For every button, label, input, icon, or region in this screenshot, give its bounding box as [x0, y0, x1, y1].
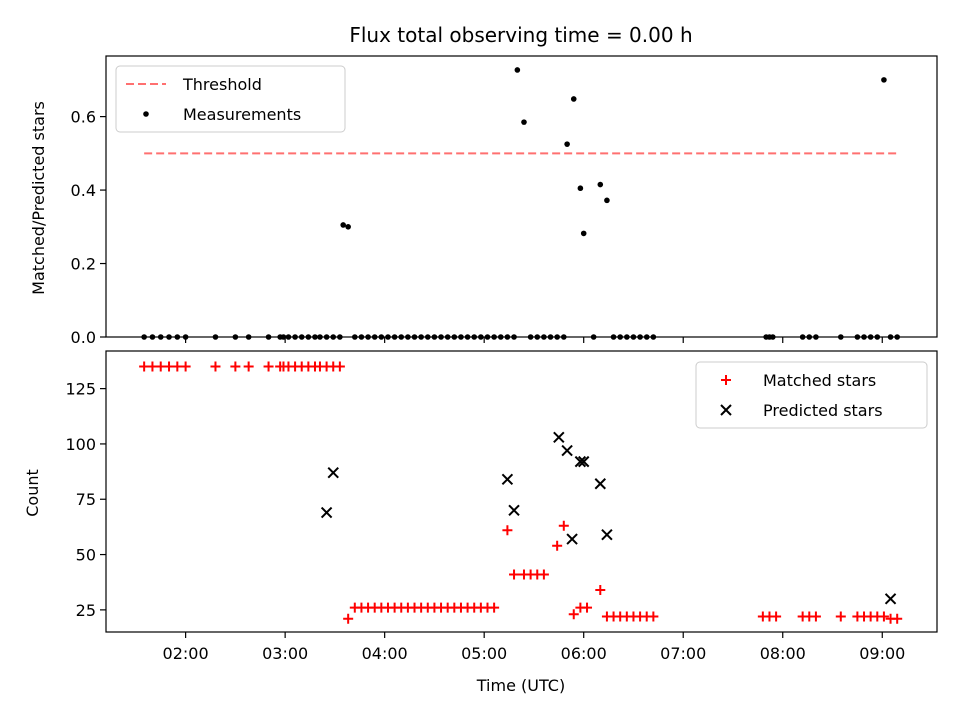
matched-stars-point [771, 611, 782, 622]
predicted-stars-point [561, 444, 573, 457]
measurement-point [580, 230, 587, 237]
legend-dot-swatch [143, 111, 149, 117]
predicted-stars-point [601, 528, 613, 541]
matched-stars-point [489, 602, 500, 613]
matched-stars-point [810, 611, 821, 622]
matched-stars-point [878, 611, 889, 622]
bottom-x-axis: 02:00 03:00 04:00 05:00 06:00 07:00 08:00 09:00 [163, 632, 905, 663]
top-plot-matched-predicted-ratio: 0.0 0.2 0.4 0.6 Threshold Measurements [71, 55, 938, 347]
predicted-stars-point [574, 455, 587, 468]
bottom-y-axis: 25 50 75 100 125 [65, 380, 106, 620]
measurement-point [345, 224, 351, 230]
x-tick-label: 05:00 [461, 644, 507, 663]
matched-stars-point [243, 361, 254, 372]
bottom-y-axis-label: Count [23, 469, 42, 517]
matched-stars-point [835, 611, 846, 622]
x-tick-label: 07:00 [660, 644, 706, 663]
measurement-point [604, 197, 610, 204]
measurement-point [514, 67, 521, 73]
x-tick-label: 04:00 [362, 644, 408, 663]
legend-entry: Predicted stars [720, 401, 883, 420]
x-tick-label: 03:00 [262, 644, 308, 663]
x-tick-label: 09:00 [859, 644, 905, 663]
legend-label: Threshold [182, 75, 262, 94]
top-legend: Threshold Measurements [115, 65, 346, 133]
legend-entry: Threshold [126, 75, 262, 94]
top-y-axis: 0.0 0.2 0.4 0.6 [71, 108, 106, 347]
y-tick-label: 0.2 [71, 255, 96, 274]
y-tick-label: 25 [76, 601, 96, 620]
y-tick-label: 0.4 [71, 181, 96, 200]
matched-stars-point [558, 520, 569, 531]
y-tick-label: 100 [65, 435, 96, 454]
matched-stars-point [892, 613, 903, 624]
legend-label: Measurements [183, 105, 301, 124]
x-tick-label: 08:00 [760, 644, 806, 663]
legend-box [695, 361, 928, 429]
top-axes-frame [105, 55, 938, 338]
measurement-point [564, 141, 570, 147]
x-tick-label: 06:00 [561, 644, 607, 663]
legend-box [115, 65, 346, 133]
matched-stars-point [568, 609, 579, 620]
measurement-point [521, 119, 527, 125]
chart-title: Flux total observing time = 0.00 h [349, 23, 692, 47]
bottom-legend: Matched stars Predicted stars [695, 361, 928, 429]
matched-stars-point [509, 569, 520, 580]
x-axis-label: Time (UTC) [476, 676, 565, 695]
measurement-point [881, 77, 887, 83]
predicted-stars-point [320, 506, 333, 519]
predicted-stars-point [327, 466, 339, 479]
matched-stars-point [230, 361, 241, 372]
matched-stars-point [180, 361, 191, 372]
predicted-stars-point [594, 478, 606, 490]
matched-stars-point [648, 611, 659, 622]
bottom-plot-star-counts: 02:00 03:00 04:00 05:00 06:00 07:00 08:00 09:00… [65, 350, 938, 663]
predicted-stars-point [501, 473, 514, 486]
legend-entry: Measurements [143, 105, 301, 124]
measurement-point [577, 185, 584, 192]
measurement-point [597, 181, 604, 188]
predicted-stars-point [553, 431, 565, 443]
legend-entry: Matched stars [721, 371, 876, 390]
matched-stars-point [263, 361, 274, 372]
y-tick-label: 0.0 [71, 328, 96, 347]
predicted-stars-point [884, 593, 897, 605]
y-tick-label: 125 [65, 380, 96, 399]
measurement-point [570, 96, 577, 102]
matched-stars-point [538, 569, 549, 580]
legend-plus-swatch [721, 375, 731, 385]
legend-cross-swatch [720, 404, 732, 416]
predicted-stars-point [577, 455, 590, 468]
matched-stars-point [582, 602, 593, 613]
legend-label: Matched stars [763, 371, 876, 390]
y-tick-label: 75 [76, 490, 96, 509]
top-x-axis [185, 337, 883, 343]
matched-stars-point [552, 540, 563, 551]
bottom-series-group [139, 361, 903, 624]
y-tick-label: 50 [76, 546, 96, 565]
measurement-point [340, 222, 346, 228]
y-tick-label: 0.6 [71, 108, 96, 127]
bottom-series-predicted-stars [320, 431, 897, 605]
matched-stars-point [595, 584, 606, 595]
matched-stars-point [210, 361, 221, 372]
bottom-axes-frame [105, 350, 938, 633]
matched-stars-point [502, 525, 513, 536]
legend-label: Predicted stars [763, 401, 883, 420]
matched-stars-point [343, 613, 354, 624]
predicted-stars-point [566, 533, 578, 545]
predicted-stars-point [508, 504, 520, 517]
top-y-axis-label: Matched/Predicted stars [29, 101, 48, 295]
bottom-series-matched-stars [139, 361, 903, 624]
matched-stars-point [334, 361, 345, 372]
x-tick-label: 02:00 [163, 644, 209, 663]
